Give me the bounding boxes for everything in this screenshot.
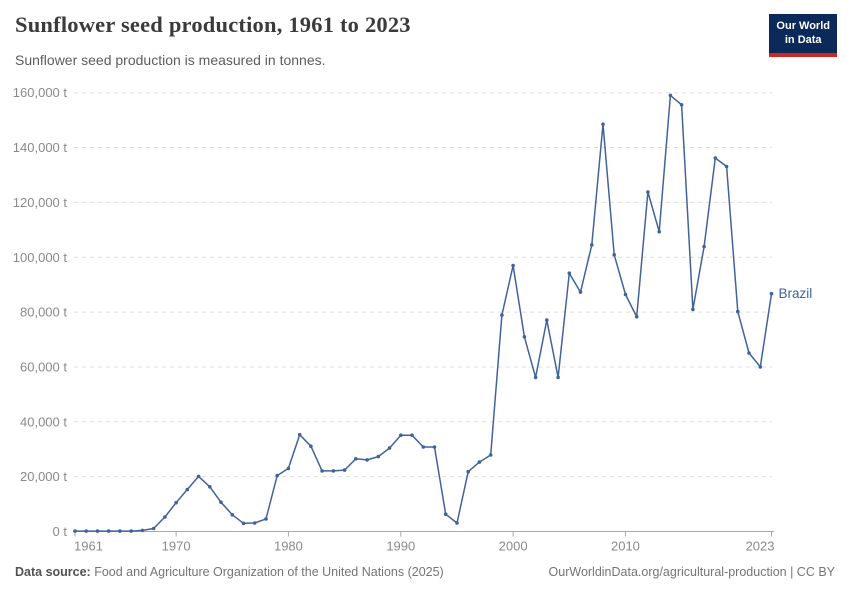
x-tick-label: 2010 [611,539,640,554]
data-point[interactable] [387,446,392,450]
data-point[interactable] [713,156,718,160]
data-point[interactable] [252,521,257,525]
data-point[interactable] [747,351,751,355]
chart-footer: Data source: Food and Agriculture Organi… [0,565,850,579]
data-point[interactable] [668,93,673,98]
data-point[interactable] [612,253,616,257]
data-point[interactable] [196,474,201,479]
data-point[interactable] [634,315,639,319]
data-point[interactable] [590,243,594,247]
data-point[interactable] [129,529,133,533]
data-point[interactable] [466,469,471,474]
data-point[interactable] [174,500,178,505]
data-point[interactable] [623,292,628,297]
y-tick-label: 120,000 t [13,195,68,210]
data-point[interactable] [106,529,111,533]
chart-subtitle: Sunflower seed production is measured in… [15,52,326,68]
data-point[interactable] [601,122,605,126]
data-point[interactable] [208,485,212,489]
x-tick-label: 1980 [274,539,303,554]
x-tick-label: 1961 [74,539,103,554]
data-point[interactable] [657,229,661,234]
data-point[interactable] [151,526,156,531]
data-point[interactable] [758,365,763,369]
data-point[interactable] [432,445,437,449]
data-point[interactable] [567,271,572,275]
y-tick-label: 40,000 t [20,414,67,429]
data-point[interactable] [118,529,122,533]
data-point[interactable] [342,468,347,472]
data-point[interactable] [331,469,336,473]
data-point[interactable] [73,529,77,533]
data-point[interactable] [140,528,145,533]
data-point[interactable] [533,375,538,380]
data-point[interactable] [185,487,190,492]
data-point[interactable] [219,500,223,505]
page-title: Sunflower seed production, 1961 to 2023 [15,12,411,37]
data-point[interactable] [500,313,504,317]
data-point[interactable] [410,433,414,438]
y-tick-label: 140,000 t [13,140,68,155]
owid-logo[interactable]: Our World in Data [769,14,837,57]
data-point[interactable] [286,466,291,471]
data-point[interactable] [163,515,167,519]
data-source-text: Food and Agriculture Organization of the… [90,565,444,579]
data-point[interactable] [354,457,358,461]
data-point[interactable] [646,190,650,194]
data-point[interactable] [578,290,583,294]
credit-link[interactable]: OurWorldinData.org/agricultural-producti… [548,565,835,579]
data-point[interactable] [736,309,740,314]
data-source-label: Data source: [15,565,91,579]
data-point[interactable] [84,529,88,533]
data-line-brazil[interactable] [74,94,773,532]
data-point[interactable] [320,469,324,473]
y-tick-label: 20,000 t [20,469,67,484]
data-point[interactable] [376,454,381,459]
y-tick-label: 80,000 t [20,305,67,320]
data-point[interactable] [691,307,695,312]
data-point[interactable] [264,517,268,521]
data-point[interactable] [297,432,302,437]
y-tick-label: 100,000 t [13,250,68,265]
line-chart: 0 t 20,000 t 40,000 t 60,000 t 80,000 t 100,0… [13,85,813,554]
data-point[interactable] [556,375,560,380]
data-point[interactable] [769,291,774,296]
y-tick-label: 0 t [53,524,68,539]
x-tick-label: 1990 [386,539,415,554]
data-point[interactable] [455,521,459,525]
data-point[interactable] [309,444,313,449]
owid-logo-line2: in Data [784,34,822,47]
data-point[interactable] [488,453,493,457]
data-point[interactable] [241,521,246,526]
series-label-brazil[interactable]: Brazil [779,286,813,301]
data-point[interactable] [275,473,280,478]
data-point[interactable] [230,513,235,517]
data-point[interactable] [522,335,527,339]
data-point[interactable] [365,458,369,462]
data-point[interactable] [511,263,515,268]
x-tick-label: 2023 [746,539,775,554]
data-point[interactable] [545,318,549,322]
owid-logo-line1: Our World [776,20,830,32]
x-tick-label: 2000 [499,539,528,554]
data-point[interactable] [702,244,706,249]
x-tick-label: 1970 [162,539,191,554]
data-source-line: Data source: Food and Agriculture Organi… [15,565,444,579]
data-point[interactable] [724,164,729,169]
data-point[interactable] [477,460,482,464]
data-point[interactable] [421,445,426,449]
data-point[interactable] [443,512,448,516]
y-tick-label: 160,000 t [13,85,68,100]
data-point[interactable] [95,529,100,533]
y-tick-label: 60,000 t [20,359,67,374]
data-point[interactable] [399,433,403,438]
data-point[interactable] [679,103,684,107]
